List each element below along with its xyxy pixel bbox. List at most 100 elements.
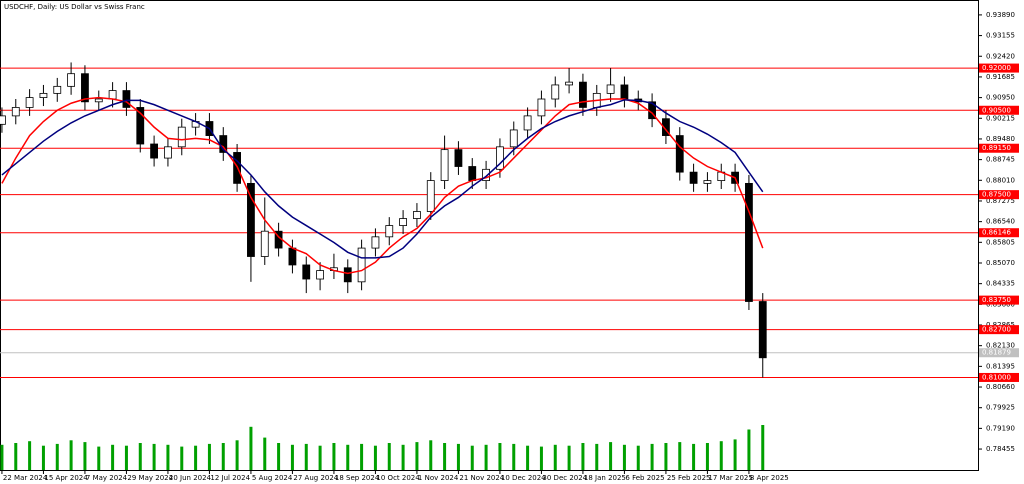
candle-body [343, 267, 352, 283]
x-tick-label: 29 May 2024 [127, 474, 173, 482]
x-tick-label: 1 Nov 2024 [418, 474, 459, 482]
level-label: 0.92000 [982, 64, 1011, 72]
candle-body [413, 211, 421, 219]
y-tick-label: 0.90950 [986, 94, 1015, 102]
volume-bar [719, 441, 723, 470]
volume-bar [346, 444, 350, 470]
candle-body [11, 107, 20, 117]
level-label-bg [979, 143, 1019, 153]
y-tick-label: 0.90215 [986, 114, 1015, 122]
y-tick-label: 0.78455 [986, 445, 1015, 453]
ma-line [1, 99, 764, 259]
candle-body [260, 230, 269, 257]
candle-body [426, 180, 435, 212]
x-tick-label: 10 Dec 2024 [501, 474, 546, 482]
candle-body [579, 81, 587, 108]
x-tick-label: 30 Dec 2024 [542, 474, 587, 482]
y-tick-label: 0.89480 [986, 135, 1015, 143]
candle-body [399, 218, 407, 226]
level-label-bg [979, 228, 1019, 238]
volume-bar [526, 445, 530, 470]
volume-bar [152, 443, 156, 470]
y-tick-label: 0.92420 [986, 52, 1015, 60]
level-label-bg [979, 105, 1019, 115]
level-label: 0.81000 [982, 373, 1011, 381]
volume-bar [484, 444, 488, 470]
volume-bar [387, 443, 391, 470]
volume-bar [41, 445, 45, 470]
candle-body [745, 182, 753, 302]
x-tick-label: 10 Oct 2024 [376, 474, 420, 482]
volume-bar [97, 446, 101, 470]
volume-bar [650, 443, 654, 470]
x-tick-label: 6 Feb 2025 [625, 474, 664, 482]
volume-bar [747, 429, 751, 470]
volume-bar [456, 443, 460, 470]
volume-bar [415, 442, 419, 470]
volume-bar [28, 441, 32, 470]
level-label: 0.89150 [982, 144, 1011, 152]
ma-line [1, 96, 764, 275]
volume-bar [705, 443, 709, 470]
y-tick-label: 0.85070 [986, 259, 1015, 267]
candle-body [136, 107, 145, 145]
volume-bar [622, 444, 626, 470]
volume-bar [83, 442, 87, 470]
y-tick-label: 0.82130 [986, 342, 1015, 350]
x-tick-label: 15 Apr 2024 [44, 474, 88, 482]
y-tick-label: 0.93155 [986, 32, 1015, 40]
volume-bar [470, 445, 474, 470]
candle-body [81, 73, 89, 103]
x-tick-label: 27 Aug 2024 [293, 474, 338, 482]
candle-body [108, 90, 117, 100]
x-tick-label: 25 Feb 2025 [667, 474, 711, 482]
candle-body [662, 118, 670, 136]
volume-bar [277, 443, 281, 470]
volume-bar [124, 445, 128, 470]
volume-bar [332, 443, 336, 470]
volume-bar [498, 443, 502, 470]
candle-body [288, 247, 297, 266]
level-label: 0.87500 [982, 191, 1011, 199]
y-tick-label: 0.81395 [986, 362, 1015, 370]
volume-bar [207, 443, 211, 470]
volume-bar [539, 446, 543, 470]
x-tick-label: 12 Jul 2024 [210, 474, 250, 482]
y-tick-label: 0.79190 [986, 424, 1015, 432]
candle-body [482, 168, 490, 181]
volume-bar [664, 443, 668, 470]
level-label: 0.81879 [982, 349, 1011, 357]
y-tick-label: 0.88745 [986, 156, 1015, 164]
x-tick-label: 20 Jun 2024 [169, 474, 212, 482]
volume-bar [443, 443, 447, 470]
volume-bar [138, 443, 142, 470]
candle-body [537, 98, 546, 117]
y-tick-label: 0.80660 [986, 383, 1015, 391]
level-label-bg [979, 372, 1019, 382]
level-label-bg [979, 348, 1019, 358]
candle-body [150, 143, 159, 159]
candle-body [440, 149, 449, 181]
volume-bar [318, 445, 322, 470]
volume-bar [249, 426, 253, 470]
y-tick-label: 0.91685 [986, 73, 1015, 81]
candle-body [316, 270, 324, 280]
volume-bar [553, 444, 557, 470]
candle-body [247, 182, 255, 257]
volume-bar [567, 445, 571, 470]
y-tick-label: 0.85805 [986, 238, 1015, 246]
volume-bar [263, 437, 267, 470]
candle-body [689, 171, 698, 184]
volume-bar [512, 443, 516, 470]
candle-body [606, 84, 615, 94]
x-tick-label: 18 Sep 2024 [335, 474, 380, 482]
volume-bar [180, 446, 184, 470]
volume-bar [373, 445, 377, 470]
candle-body [509, 129, 518, 148]
y-tick-label: 0.93890 [986, 11, 1015, 19]
candle-body [302, 264, 311, 280]
candle-body [385, 225, 394, 238]
level-label-bg [979, 295, 1019, 305]
volume-bar [733, 439, 737, 470]
